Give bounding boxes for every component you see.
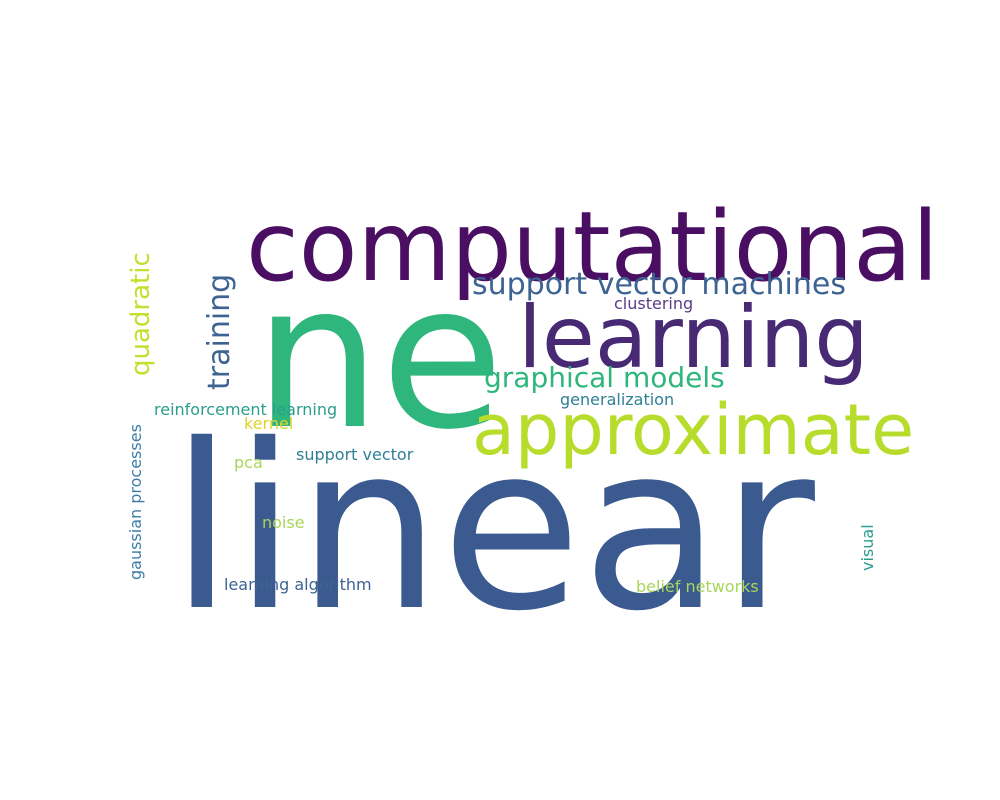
word-computational: computational <box>246 191 939 303</box>
word-approximate: approximate <box>472 389 915 471</box>
word-linear: linear <box>170 395 815 661</box>
word-clustering: clustering <box>614 294 694 313</box>
word-noise: noise <box>262 513 305 532</box>
word-ne: ne <box>254 241 504 474</box>
word-quadratic: quadratic <box>126 252 156 376</box>
word-reinforcement-learning: reinforcement learning <box>154 400 338 419</box>
word-learning: learning <box>518 288 869 388</box>
word-gaussian-processes: gaussian processes <box>126 424 145 580</box>
word-belief-networks: belief networks <box>636 577 759 596</box>
word-graphical-models: graphical models <box>484 361 725 394</box>
word-training: training <box>202 273 237 390</box>
word-kernel: kernel <box>244 414 294 433</box>
word-generalization: generalization <box>560 390 675 409</box>
word-support-vector: support vector <box>296 445 414 464</box>
word-visual: visual <box>858 524 877 571</box>
word-support-vector-machines: support vector machines <box>472 267 846 302</box>
word-pca: pca <box>234 453 263 472</box>
word-learning-algorithm: learning algorithm <box>224 575 372 594</box>
